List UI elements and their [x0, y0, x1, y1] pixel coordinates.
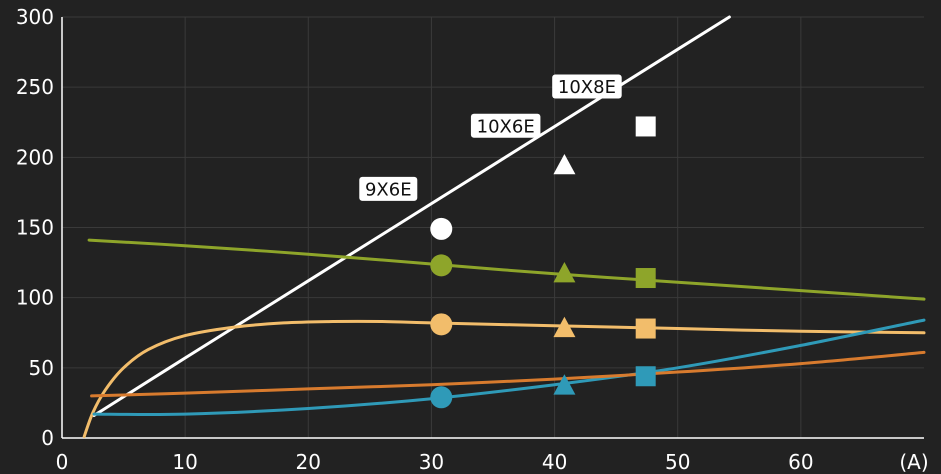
y-tick-label: 50 [29, 356, 54, 380]
marker-triangle [553, 374, 576, 395]
x-unit-label: (A) [899, 450, 928, 474]
marker-circle [430, 313, 453, 336]
series-line-3 [92, 318, 926, 417]
marker-triangle [553, 316, 576, 338]
y-tick-label: 200 [16, 145, 54, 169]
data-label-box [552, 74, 622, 99]
x-tick-label: 0 [56, 450, 69, 474]
x-tick-label: 50 [665, 450, 690, 474]
x-tick-label: 60 [788, 450, 813, 474]
y-tick-label: 150 [16, 216, 54, 240]
data-label-box [359, 176, 418, 201]
data-label: 10X6E [477, 116, 535, 137]
marker-circle [430, 386, 453, 409]
x-tick-label: 40 [542, 450, 567, 474]
y-tick-label: 250 [16, 75, 54, 99]
marker-circle [430, 217, 453, 240]
x-tick-label: 10 [172, 450, 197, 474]
y-tick-label: 100 [16, 286, 54, 310]
series-line-2 [82, 319, 926, 439]
series [82, 15, 926, 439]
y-tick-label: 300 [16, 5, 54, 29]
series-line-0 [92, 15, 731, 417]
marker-square [635, 318, 656, 339]
data-label: 10X8E [558, 77, 616, 98]
axes [61, 17, 924, 439]
marker-square [635, 366, 656, 387]
markers [430, 116, 656, 409]
grid [62, 16, 924, 438]
series-line-4 [90, 350, 926, 398]
y-tick-label: 0 [41, 426, 54, 450]
x-tick-label: 20 [296, 450, 321, 474]
marker-triangle [553, 262, 576, 283]
x-tick-label: 30 [419, 450, 444, 474]
series-line-1 [87, 238, 926, 301]
marker-square [635, 268, 656, 289]
data-labels: 9X6E 10X6E 10X8E [359, 74, 622, 201]
data-label: 9X6E [365, 179, 412, 200]
marker-triangle [553, 153, 576, 175]
data-label-box [470, 113, 541, 138]
tick-labels: 0 50 100 150 200 250 300 0 10 20 30 40 50 60 (A) [16, 5, 929, 474]
marker-circle [430, 254, 453, 277]
marker-square [635, 116, 656, 137]
